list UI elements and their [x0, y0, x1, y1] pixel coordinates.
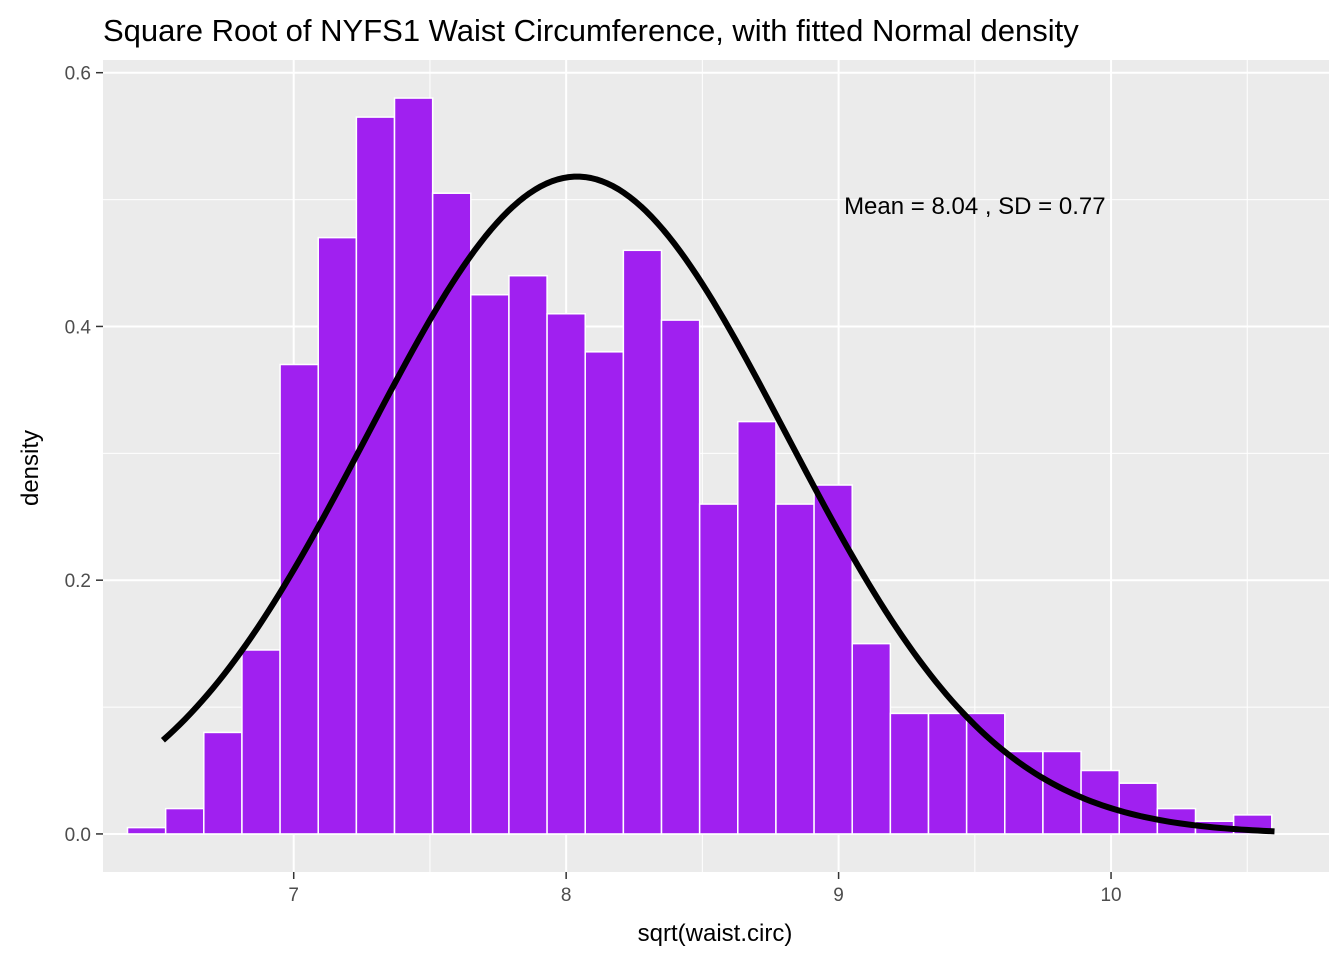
histogram-bar [393, 97, 434, 835]
x-tick-label: 10 [1100, 885, 1121, 906]
histogram-bar [470, 293, 510, 835]
histogram-bar [279, 363, 319, 835]
histogram-bar [622, 249, 663, 835]
y-tick-label: 0.6 [65, 64, 91, 85]
x-tick-label: 8 [561, 885, 572, 906]
histogram-bar [927, 712, 968, 835]
chart-title: Square Root of NYFS1 Waist Circumference… [103, 13, 1079, 48]
y-tick-label: 0.2 [65, 571, 91, 592]
histogram-bar [126, 826, 167, 835]
histogram-bar [660, 319, 701, 835]
histogram-bar [1118, 782, 1159, 835]
histogram-bar [775, 503, 815, 835]
x-tick-label: 9 [833, 885, 844, 906]
x-axis-ticks: 7 8 9 10 [288, 872, 1122, 906]
histogram-bar [737, 420, 777, 835]
histogram-bars [126, 97, 1273, 835]
histogram-bar [508, 274, 548, 835]
y-axis-title: density [17, 430, 44, 506]
histogram-bar [241, 649, 281, 835]
histogram-bar [698, 503, 739, 835]
histogram-bar [813, 484, 853, 835]
histogram-bar [584, 351, 625, 835]
histogram-bar [889, 712, 930, 835]
histogram-bar [851, 642, 892, 835]
y-tick-label: 0.0 [65, 825, 91, 846]
histogram-bar [203, 731, 243, 835]
x-tick-label: 7 [288, 885, 299, 906]
histogram-bar [164, 807, 205, 835]
y-tick-label: 0.4 [65, 317, 92, 338]
normal-density-curve [160, 173, 1275, 835]
histogram-bar [546, 313, 586, 835]
histogram-bar [317, 236, 358, 835]
x-axis-title: sqrt(waist.circ) [638, 920, 793, 947]
y-axis-ticks: 0.0 0.2 0.4 0.6 [65, 64, 103, 846]
histogram-bar [355, 116, 396, 835]
mean-sd-annotation: Mean = 8.04 , SD = 0.77 [844, 193, 1106, 220]
